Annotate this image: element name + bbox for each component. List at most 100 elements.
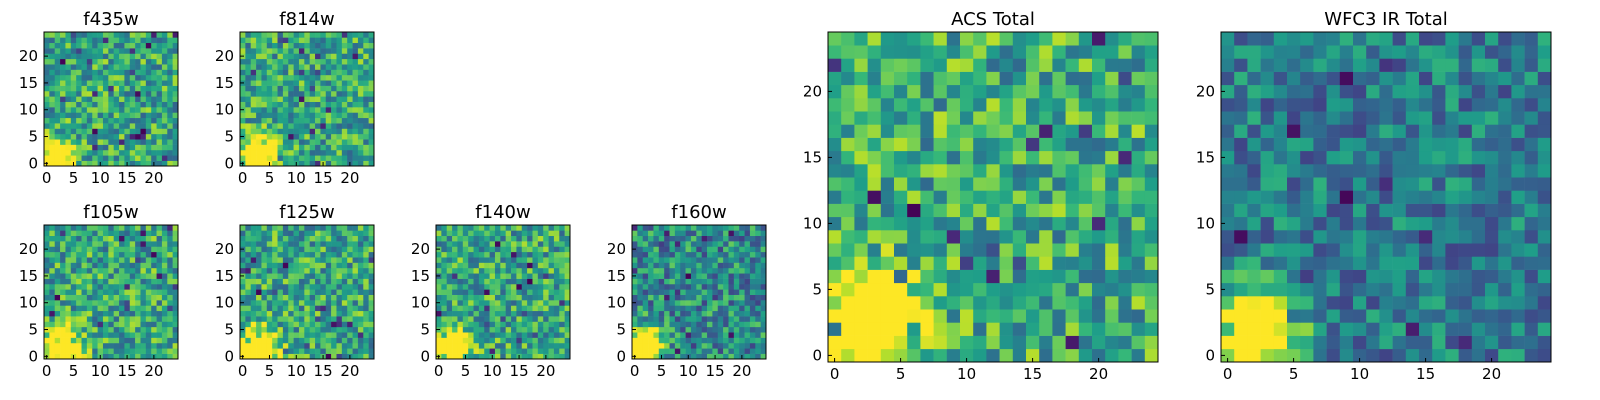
- heatmap-cell: [880, 282, 895, 297]
- heatmap-cell: [1039, 269, 1053, 284]
- heatmap-cell: [240, 58, 246, 65]
- heatmap-cell: [1105, 309, 1119, 323]
- heatmap-cell: [669, 316, 676, 322]
- heatmap-cell: [76, 353, 82, 360]
- heatmap-cell: [347, 283, 353, 290]
- heatmap-cell: [282, 241, 289, 247]
- heatmap-cell: [331, 139, 337, 145]
- heatmap-cell: [282, 326, 289, 333]
- heatmap-cell: [933, 58, 948, 72]
- heatmap-cell: [723, 310, 729, 317]
- heatmap-cell: [696, 326, 702, 333]
- heatmap-cell: [341, 225, 348, 231]
- heatmap-cell: [1419, 296, 1433, 310]
- heatmap-cell: [494, 305, 501, 312]
- heatmap-cell: [108, 353, 114, 360]
- heatmap-cell: [156, 353, 163, 360]
- heatmap-cell: [261, 133, 268, 140]
- heatmap-cell: [1118, 335, 1132, 350]
- heatmap-cell: [717, 246, 724, 253]
- heatmap-cell: [102, 149, 109, 156]
- heatmap-cell: [973, 322, 987, 336]
- heatmap-cell: [505, 225, 512, 231]
- heatmap-cell: [1353, 150, 1367, 165]
- heatmap-cell: [97, 74, 104, 81]
- heatmap-cell: [999, 137, 1014, 152]
- heatmap-cell: [81, 316, 88, 322]
- heatmap-cell: [70, 123, 77, 129]
- heatmap-cell: [49, 74, 56, 81]
- heatmap-cell: [441, 289, 448, 295]
- heatmap-cell: [1485, 296, 1499, 310]
- heatmap-cell: [1144, 124, 1159, 138]
- heatmap-cell: [272, 246, 278, 253]
- heatmap-cell: [468, 305, 474, 312]
- heatmap-cell: [733, 321, 740, 328]
- heatmap-cell: [1458, 177, 1473, 191]
- heatmap-cell: [124, 139, 131, 145]
- heatmap-cell: [315, 300, 321, 306]
- heatmap-cell: [92, 133, 98, 140]
- heatmap-cell: [828, 309, 842, 323]
- heatmap-cell: [559, 289, 565, 295]
- heatmap-cell: [145, 155, 152, 161]
- heatmap-cell: [1419, 150, 1433, 165]
- heatmap-cell: [712, 225, 719, 231]
- heatmap-cell: [151, 326, 157, 333]
- heatmap-cell: [256, 225, 262, 231]
- heatmap-cell: [841, 282, 855, 297]
- heatmap-cell: [60, 144, 66, 151]
- heatmap-cell: [65, 316, 72, 322]
- heatmap-cell: [933, 111, 948, 125]
- heatmap-cell: [1012, 269, 1027, 284]
- heatmap-cell: [642, 230, 649, 237]
- heatmap-cell: [1326, 137, 1341, 152]
- heatmap-cell: [352, 353, 359, 360]
- heatmap-cell: [674, 273, 681, 279]
- heatmap-cell: [494, 353, 501, 360]
- heatmap-cell: [250, 262, 257, 269]
- heatmap-cell: [266, 107, 273, 113]
- heatmap-cell: [1537, 190, 1552, 204]
- heatmap-cell: [86, 85, 93, 92]
- heatmap-cell: [717, 353, 724, 360]
- heatmap-cell: [119, 96, 125, 102]
- heatmap-cell: [446, 283, 453, 290]
- heatmap-cell: [1498, 243, 1512, 257]
- heatmap-cell: [1300, 282, 1314, 297]
- heatmap-cell: [658, 337, 665, 344]
- heatmap-cell: [240, 321, 246, 328]
- heatmap-cell: [828, 348, 842, 363]
- heatmap-cell: [1118, 98, 1132, 112]
- heatmap-cell: [151, 305, 157, 312]
- heatmap-cell: [108, 283, 114, 290]
- heatmap-cell: [1144, 203, 1159, 218]
- heatmap-cell: [1537, 335, 1552, 350]
- heatmap-cell: [1313, 256, 1327, 270]
- heatmap-cell: [309, 300, 316, 306]
- heatmap-cell: [632, 321, 638, 328]
- heatmap-cell: [1012, 177, 1027, 191]
- heatmap-cell: [841, 45, 855, 59]
- heatmap-cell: [86, 278, 93, 285]
- heatmap-cell: [113, 321, 120, 328]
- heatmap-cell: [723, 305, 729, 312]
- heatmap-cell: [298, 144, 305, 151]
- heatmap-cell: [1432, 282, 1446, 297]
- heatmap-cell: [129, 332, 136, 338]
- heatmap-cell: [446, 267, 453, 274]
- heatmap-cell: [135, 128, 141, 135]
- heatmap-cell: [701, 326, 708, 333]
- heatmap-cell: [250, 42, 257, 49]
- heatmap-cell: [92, 251, 98, 258]
- heatmap-cell: [261, 139, 268, 145]
- heatmap-cell: [92, 337, 98, 344]
- y-tick-label: 5: [28, 321, 38, 339]
- heatmap-cell: [293, 48, 300, 54]
- heatmap-cell: [151, 74, 157, 81]
- heatmap-cell: [266, 101, 273, 108]
- heatmap-cell: [81, 48, 88, 54]
- heatmap-cell: [277, 310, 284, 317]
- heatmap-cell: [674, 251, 681, 258]
- heatmap-cell: [1065, 348, 1080, 363]
